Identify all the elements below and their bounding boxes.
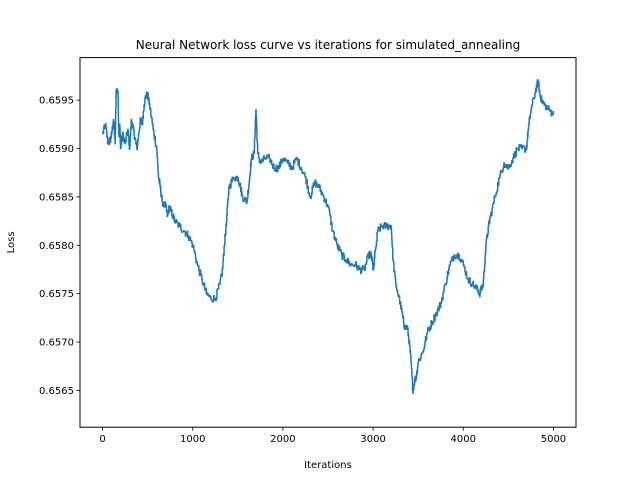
loss-series-line <box>102 78 555 394</box>
x-tick-label: 0 <box>99 434 105 445</box>
x-tick-label: 1000 <box>180 434 205 445</box>
y-axis: 0.6565 0.6570 0.6575 0.6580 0.6585 0.6590 0.65… <box>39 96 80 397</box>
y-tick-label: 0.6590 <box>39 144 74 155</box>
y-tick-label: 0.6570 <box>39 338 74 349</box>
x-tick-label: 5000 <box>541 434 566 445</box>
y-tick-label: 0.6565 <box>39 386 74 397</box>
y-tick-label: 0.6595 <box>39 96 74 107</box>
x-tick-label: 3000 <box>360 434 385 445</box>
x-tick-label: 4000 <box>451 434 476 445</box>
x-tick-label: 2000 <box>270 434 295 445</box>
x-axis-label: Iterations <box>304 460 352 471</box>
chart-title: Neural Network loss curve vs iterations … <box>136 38 520 52</box>
axes-frame <box>79 57 577 428</box>
y-tick-label: 0.6575 <box>39 289 74 300</box>
x-axis: 0 1000 2000 3000 4000 5000 <box>99 427 566 445</box>
series-layer <box>102 78 555 394</box>
y-tick-label: 0.6585 <box>39 192 74 203</box>
y-tick-label: 0.6580 <box>39 241 74 252</box>
y-axis-label: Loss <box>6 231 17 253</box>
